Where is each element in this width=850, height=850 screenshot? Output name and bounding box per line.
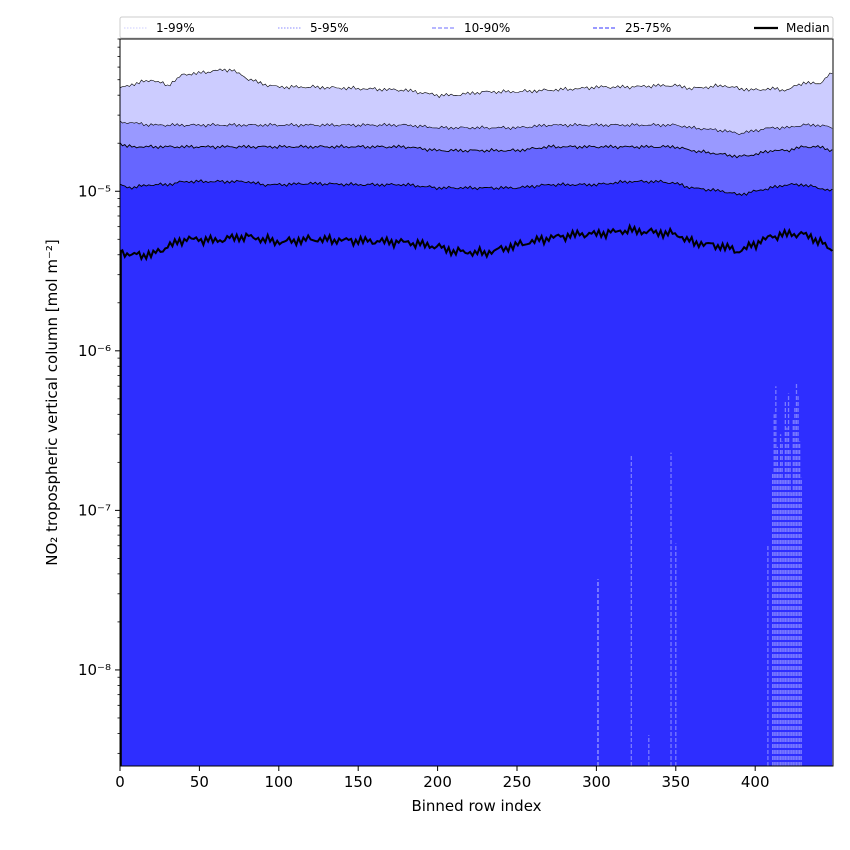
x-tick-label-200: 200	[423, 773, 452, 791]
x-tick-label-400: 400	[741, 773, 770, 791]
x-tick-label-50: 50	[190, 773, 209, 791]
x-tick-label-100: 100	[264, 773, 293, 791]
legend-entry-1-99: 1-99%	[124, 21, 195, 35]
y-tick-label-1: 10⁻⁷	[78, 501, 111, 519]
x-tick-label-300: 300	[582, 773, 611, 791]
band-1-99	[120, 68, 833, 135]
x-tick-label-250: 250	[503, 773, 532, 791]
x-axis: 0 50 100 150 200 250 300 350 400	[115, 766, 770, 791]
line-p95	[119, 120, 833, 136]
y-tick-label-2: 10⁻⁶	[78, 342, 111, 360]
band-25-75	[120, 179, 833, 767]
line-p90	[119, 142, 833, 159]
legend: 1-99% 5-95% 10-90% 25-75% Median	[119, 16, 834, 39]
legend-box	[119, 16, 834, 39]
line-p75	[119, 179, 833, 196]
y-axis-label: NO₂ tropospheric vertical column [mol m⁻…	[43, 239, 61, 565]
y-tick-label-0: 10⁻⁸	[78, 661, 111, 679]
bands-layer	[120, 68, 833, 767]
x-tick-label-0: 0	[115, 773, 125, 791]
y-tick-label-3: 10⁻⁵	[78, 182, 111, 200]
legend-label-25-75: 25-75%	[625, 21, 671, 35]
plot-frame	[119, 38, 834, 767]
x-tick-label-150: 150	[344, 773, 373, 791]
band-5-95	[120, 120, 833, 158]
legend-label-10-90: 10-90%	[464, 21, 510, 35]
x-axis-label: Binned row index	[411, 797, 541, 815]
legend-label-1-99: 1-99%	[156, 21, 195, 35]
lower-tail-spikes	[597, 383, 802, 766]
median-line	[119, 222, 833, 262]
legend-entry-10-90: 10-90%	[432, 21, 510, 35]
band-10-90	[120, 142, 833, 196]
legend-label-median: Median	[786, 21, 830, 35]
legend-entry-25-75: 25-75%	[593, 21, 671, 35]
legend-entry-median: Median	[754, 21, 830, 35]
y-axis: 10⁻⁸ 10⁻⁷ 10⁻⁶ 10⁻⁵	[78, 38, 120, 754]
percentile-lines	[119, 68, 833, 766]
line-p99	[119, 68, 833, 99]
legend-label-5-95: 5-95%	[310, 21, 349, 35]
legend-entry-5-95: 5-95%	[278, 21, 349, 35]
x-tick-label-350: 350	[661, 773, 690, 791]
